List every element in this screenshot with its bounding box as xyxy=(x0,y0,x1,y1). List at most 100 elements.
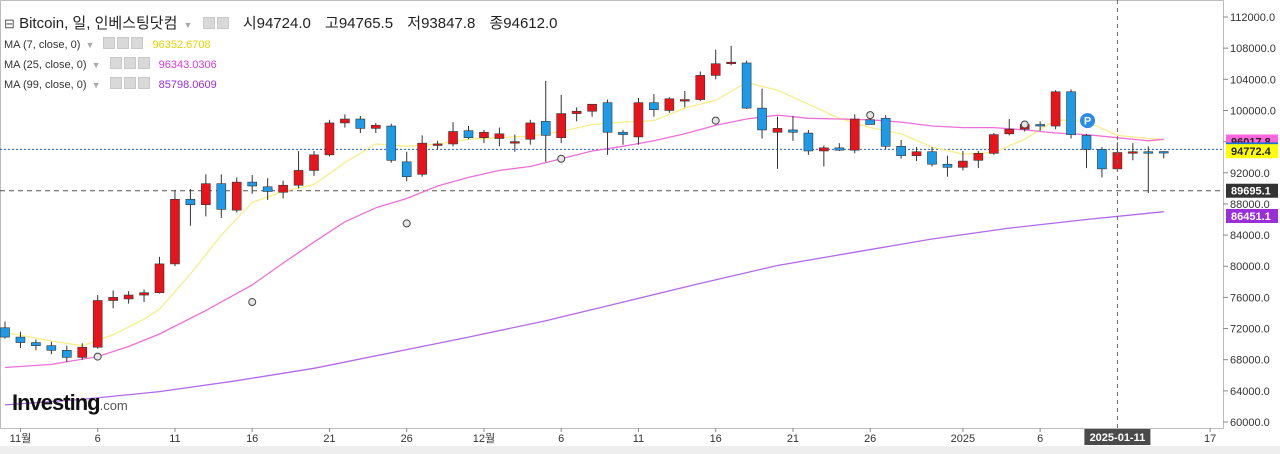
candle-down xyxy=(15,336,26,343)
symbol-title[interactable]: Bitcoin, 일, 인베스팅닷컴 xyxy=(19,15,178,32)
p-badge-label: P xyxy=(1084,116,1091,128)
y-tick-label: 72000.0 xyxy=(1230,324,1270,336)
candle-up xyxy=(1128,151,1138,154)
candle-down xyxy=(540,121,551,136)
ma99-label[interactable]: MA (99, close, 0) xyxy=(4,79,87,91)
candle-up xyxy=(417,142,427,175)
x-tick-label: 17 xyxy=(1204,433,1216,445)
eye-icon[interactable] xyxy=(202,17,215,29)
candle-up xyxy=(664,98,675,111)
chevron-down-icon[interactable]: ▼ xyxy=(91,60,101,70)
ma-marker xyxy=(93,352,102,361)
y-tick-label: 64000.0 xyxy=(1230,386,1270,398)
open-label: 시 xyxy=(242,15,257,32)
collapse-icon[interactable]: ⊟ xyxy=(4,16,15,31)
candle-up xyxy=(108,297,118,301)
eye-icon[interactable] xyxy=(109,77,122,89)
candle-down xyxy=(880,117,891,147)
x-tick-label: 6 xyxy=(558,433,564,445)
ma7-value: 96352.6708 xyxy=(152,39,211,51)
x-tick-label: 16 xyxy=(710,433,722,445)
symbol-header: ⊟ Bitcoin, 일, 인베스팅닷컴 ▼ 시94724.0 고94765.5… xyxy=(4,12,568,33)
chevron-down-icon[interactable]: ▼ xyxy=(85,40,95,50)
y-tick-label: 112000.0 xyxy=(1230,12,1275,24)
x-tick-label: 26 xyxy=(864,433,876,445)
candle-up xyxy=(525,122,536,140)
y-tick-label: 76000.0 xyxy=(1230,292,1270,304)
candle-down xyxy=(649,102,659,110)
candle-up xyxy=(710,63,721,76)
candle-up xyxy=(494,133,505,139)
close-icon[interactable] xyxy=(137,57,150,69)
candle-down xyxy=(247,181,257,187)
y-tick-label: 60000.0 xyxy=(1230,417,1270,429)
candle-down xyxy=(386,125,397,161)
candle-down xyxy=(757,107,767,131)
candle-up xyxy=(324,122,335,156)
p-badge xyxy=(1080,113,1095,129)
candle-down xyxy=(61,350,72,358)
price-tag-label: 86451.1 xyxy=(1231,211,1271,223)
y-tick-label: 92000.0 xyxy=(1230,168,1270,180)
settings-icon[interactable] xyxy=(123,77,136,89)
crosshair-date-label: 2025-01-11 xyxy=(1090,432,1146,444)
candle-down xyxy=(1097,149,1107,170)
candle-up xyxy=(849,118,860,151)
y-tick-label: 84000.0 xyxy=(1230,230,1270,242)
candle-up xyxy=(154,263,165,294)
candle-down xyxy=(803,132,814,152)
ma-markers: P xyxy=(93,111,1095,361)
settings-icon[interactable] xyxy=(216,17,229,29)
x-tick-label: 12월 xyxy=(473,432,495,445)
y-tick-label: 108000.0 xyxy=(1230,43,1276,55)
close-icon[interactable] xyxy=(137,77,150,89)
legend-ma7: MA (7, close, 0) ▼ 96352.6708 xyxy=(4,37,211,51)
eye-icon[interactable] xyxy=(103,37,116,49)
candle-up xyxy=(479,131,489,139)
candle-down xyxy=(463,130,474,139)
ma-line xyxy=(4,81,1164,347)
open-value: 94724.0 xyxy=(256,15,311,32)
x-tick-label: 11 xyxy=(633,433,644,445)
candle-down xyxy=(262,186,273,192)
chevron-down-icon[interactable]: ▼ xyxy=(183,20,193,30)
candle-up xyxy=(1050,91,1061,127)
candle-up xyxy=(340,118,350,124)
candle-down xyxy=(46,345,57,351)
candle-up xyxy=(819,147,829,152)
candle-up xyxy=(556,113,567,139)
price-level-lines xyxy=(0,148,1223,192)
candle-down xyxy=(618,131,628,135)
candle-down xyxy=(1066,91,1076,135)
candle-down xyxy=(942,163,953,168)
y-tick-label: 88000.0 xyxy=(1230,199,1270,211)
price-tag xyxy=(1226,208,1278,223)
x-tick-label: 6 xyxy=(95,433,101,445)
ma-marker xyxy=(557,154,566,163)
candle-up xyxy=(1004,128,1015,135)
candle-down xyxy=(788,129,798,133)
y-tick-label: 80000.0 xyxy=(1230,261,1270,273)
low-value: 93847.8 xyxy=(421,15,476,32)
eye-icon[interactable] xyxy=(109,57,122,69)
candle-up xyxy=(772,128,783,133)
ma7-label[interactable]: MA (7, close, 0) xyxy=(4,39,81,51)
candle-up xyxy=(911,151,922,156)
ma-line xyxy=(4,114,1164,369)
candle-up xyxy=(633,102,644,138)
candle-up xyxy=(293,170,304,186)
ma25-label[interactable]: MA (25, close, 0) xyxy=(4,59,87,71)
ma-marker xyxy=(866,111,875,120)
close-icon[interactable] xyxy=(131,37,144,49)
x-tick-label: 11월 xyxy=(10,432,32,445)
candle-down xyxy=(927,151,937,165)
y-tick-label: 104000.0 xyxy=(1230,74,1276,86)
settings-icon[interactable] xyxy=(117,37,130,49)
candle-up xyxy=(139,292,149,296)
chevron-down-icon[interactable]: ▼ xyxy=(91,80,101,90)
candlesticks xyxy=(0,45,1169,363)
moving-average-lines xyxy=(4,81,1164,406)
crosshair-date-tag xyxy=(1084,429,1151,445)
settings-icon[interactable] xyxy=(123,57,136,69)
